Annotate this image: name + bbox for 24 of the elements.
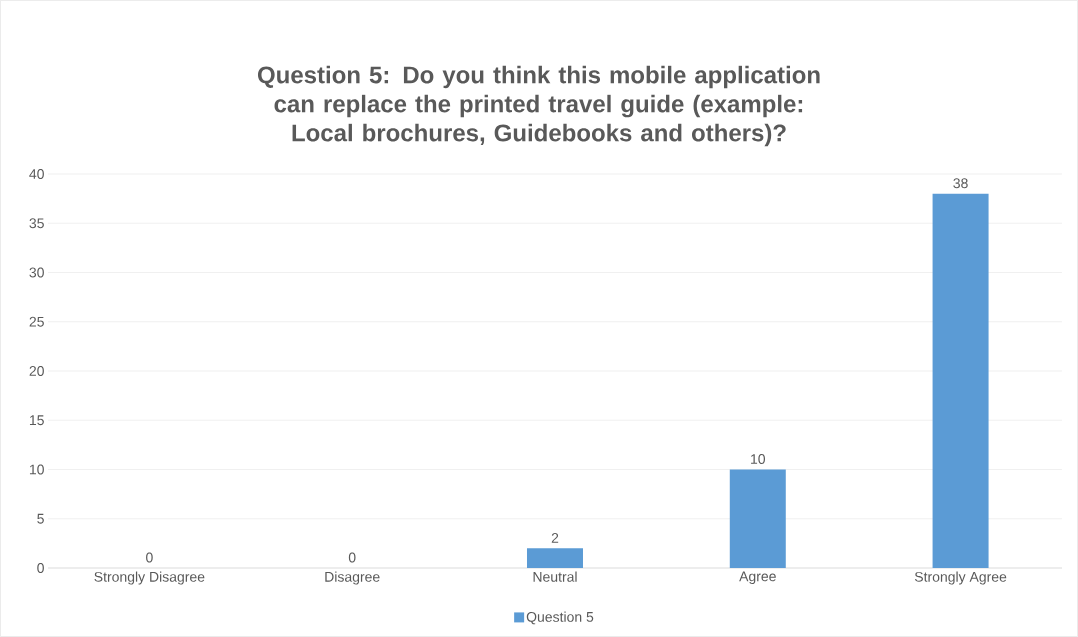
y-tick-label: 15 [29,415,44,426]
bar [526,548,583,568]
y-tick-label: 25 [29,316,44,327]
y-tick-label: 5 [37,513,44,524]
y-tick-label: 30 [29,267,44,278]
x-tick-label: Strongly Agree [914,571,1007,585]
bar [932,193,989,568]
y-tick-label: 10 [29,464,44,475]
y-tick-label: 20 [29,366,44,376]
y-tick-label: 0 [37,563,44,573]
x-tick-label: Disagree [325,571,380,585]
y-tick-label: 35 [29,218,44,229]
legend-label: Question 5 [526,611,594,625]
data-label: 2 [551,533,559,543]
chart-title: Question 5: Do you think this mobile application can replace the printed travel guide (example: Local brochures, Guidebooks and others)? [257,65,820,147]
data-label: 38 [953,178,968,189]
x-tick-label: Neutral [533,571,577,582]
x-tick-label: Strongly Disagree [94,571,205,585]
data-label: 10 [751,454,766,464]
x-tick-label: Agree [739,571,776,585]
bar [729,469,786,568]
data-label: 0 [146,552,153,563]
y-tick-label: 40 [29,169,44,179]
data-label: 0 [348,552,356,563]
